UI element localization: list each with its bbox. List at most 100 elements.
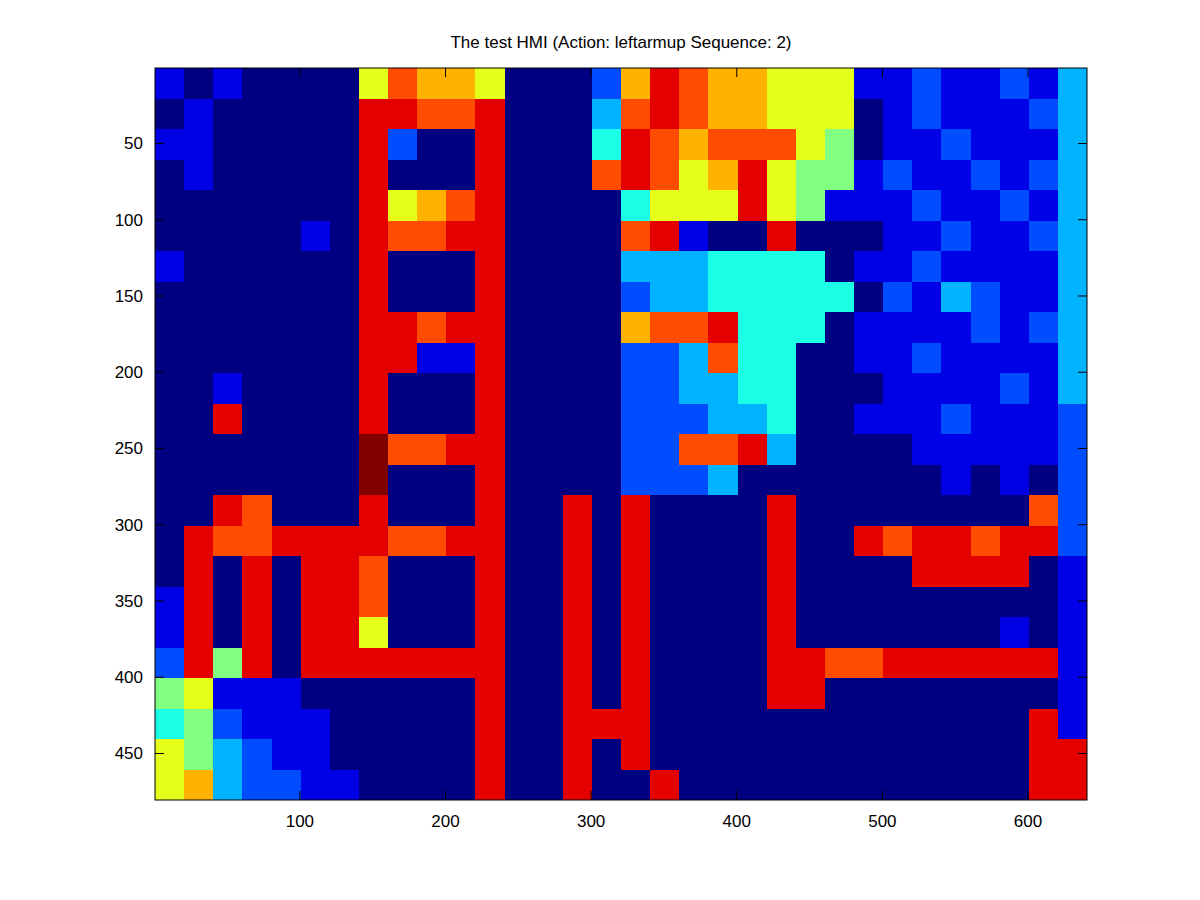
cell [359,312,389,343]
cell [650,282,680,313]
cell [941,556,971,587]
cell [1029,282,1059,313]
cell [1058,648,1087,679]
cell [1029,160,1059,191]
cell [971,648,1001,679]
cell [272,739,302,770]
cell [388,129,418,160]
cell [796,282,826,313]
cell [1000,465,1030,496]
cell [301,587,331,618]
cell [1029,648,1059,679]
cell [1000,160,1030,191]
cell [534,526,564,557]
cell [213,129,243,160]
cell [941,770,971,801]
cell [330,404,360,435]
cell [854,556,884,587]
cell [738,251,768,282]
cell [330,617,360,648]
cell [446,343,476,374]
cell [796,556,826,587]
cell [971,221,1001,252]
cell [155,373,185,404]
cell [475,160,505,191]
x-tick [445,68,446,77]
cell [796,373,826,404]
cell [446,190,476,221]
cell [446,99,476,130]
cell [708,648,738,679]
cell [534,678,564,709]
cell [272,251,302,282]
cell [563,770,593,801]
cell [738,160,768,191]
cell [708,617,738,648]
cell [184,251,214,282]
cell [446,404,476,435]
cell [184,282,214,313]
cell [475,190,505,221]
cell [184,648,214,679]
cell [242,68,272,99]
cell [475,68,505,99]
cell [912,617,942,648]
cell [388,190,418,221]
cell [446,617,476,648]
cell [417,68,447,99]
y-tick [155,600,164,601]
cell [883,160,913,191]
cell [796,160,826,191]
cell [155,99,185,130]
cell [825,160,855,191]
cell [388,617,418,648]
cell [388,221,418,252]
cell [388,587,418,618]
cell [767,221,797,252]
y-tick [155,524,164,525]
cell [446,556,476,587]
cell [1000,587,1030,618]
cell [446,373,476,404]
cell [242,587,272,618]
cell [621,68,651,99]
cell [446,312,476,343]
cell [213,404,243,435]
cell [854,343,884,374]
cell [534,495,564,526]
cell [650,373,680,404]
cell [330,160,360,191]
cell [825,495,855,526]
cell [301,739,331,770]
cell [1000,495,1030,526]
y-tick-label: 50 [124,134,143,153]
cell [301,404,331,435]
cell [155,495,185,526]
cell [330,99,360,130]
cell [301,373,331,404]
cell [912,312,942,343]
cell [912,99,942,130]
cell [505,282,535,313]
cell [534,251,564,282]
cell [592,526,622,557]
cell [796,404,826,435]
cell [679,312,709,343]
cell [505,465,535,496]
cell [825,770,855,801]
cell [941,587,971,618]
cell [213,251,243,282]
cell [272,190,302,221]
cell [708,282,738,313]
cell [184,190,214,221]
cell [475,587,505,618]
cell [301,68,331,99]
cell [738,526,768,557]
x-tick [882,791,883,800]
cell [679,587,709,618]
cell [708,770,738,801]
cell [767,709,797,740]
cell [155,770,185,801]
cell [155,587,185,618]
cell [1058,221,1087,252]
